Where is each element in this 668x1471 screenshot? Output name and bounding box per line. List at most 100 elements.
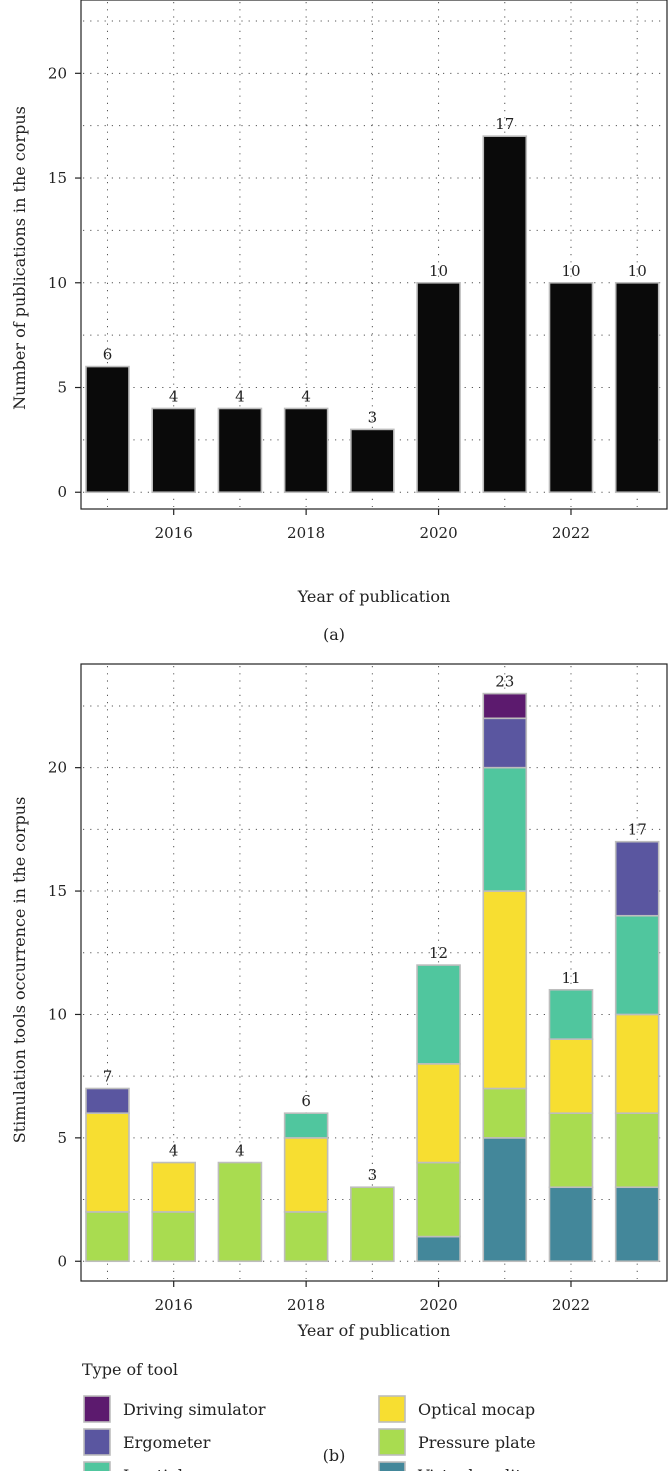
bar-total-label: 4 [235,1142,245,1160]
y-tick-label: 10 [48,274,67,292]
y-tick-label: 0 [57,483,67,501]
legend-label: Pressure plate [418,1433,536,1452]
bar-value-label: 4 [235,387,245,405]
bar-segment [548,988,594,1040]
y-tick-label: 15 [48,169,67,187]
bar-value-label: 4 [169,387,179,405]
bar [350,428,395,494]
chart-b-x-axis-label: Year of publication [297,1321,451,1340]
legend-swatch [83,1395,111,1423]
bar [151,407,197,494]
bar-total-label: 3 [368,1166,378,1184]
bar-segment [416,1235,461,1263]
bar-segment [217,1161,263,1263]
legend-swatch [378,1428,406,1456]
bar-segment [482,890,528,1090]
chart-b-y-axis-label: Stimulation tools occurrence in the corp… [10,797,29,1144]
bar-segment [482,766,528,892]
x-tick-label: 2018 [287,1296,325,1314]
bar-segment [85,1112,130,1213]
bar [548,281,594,494]
bar-total-label: 11 [561,969,580,987]
bar [85,365,130,494]
y-tick-label: 0 [57,1252,67,1270]
chart-b-frame [80,663,668,1282]
legend-swatch [378,1461,406,1471]
bar-segment [283,1137,329,1213]
x-tick-label: 2020 [419,524,457,542]
bar-total-label: 17 [628,821,647,839]
bar-total-label: 23 [495,673,514,691]
bar [614,281,660,494]
bar-segment [151,1161,197,1213]
bar-segment [548,1038,594,1114]
legend-swatch [83,1428,111,1456]
bar-segment [85,1087,130,1114]
y-tick-label: 15 [48,882,67,900]
bar-segment [151,1211,197,1263]
bar-value-label: 3 [368,408,378,426]
legend-swatch [83,1461,111,1471]
bar-segment [614,914,660,1016]
chart-b-data-labels: 7 4 4 6 3 12 23 11 17 [103,673,647,1185]
bar-segment [614,1112,660,1189]
bar-value-label: 17 [495,115,514,133]
bar-value-label: 4 [301,387,311,405]
legend-label: Ergometer [123,1433,211,1452]
chart-b-y-ticks: 0 5 10 15 20 [48,759,81,1270]
legend-label: Inertial mocap [123,1466,242,1471]
x-tick-label: 2016 [155,1296,193,1314]
chart-a-x-ticks: 2016 2018 2020 2022 [155,509,590,542]
chart-a-y-axis-label: Number of publications in the corpus [10,106,29,410]
bar-value-label: 10 [561,262,580,280]
x-tick-label: 2018 [287,524,325,542]
chart-a-panel-label: (a) [323,625,345,644]
bar-segment [482,1137,528,1263]
bar-value-label: 10 [628,262,647,280]
y-tick-label: 20 [48,759,67,777]
chart-a-frame [80,0,668,510]
bar-segment [85,1211,130,1263]
bar-value-label: 10 [429,262,448,280]
bar-segment [482,717,528,769]
bar-segment [614,1013,660,1114]
bar-segment [350,1186,395,1263]
bar [482,135,528,494]
x-tick-label: 2022 [552,1296,590,1314]
bar-segment [482,1087,528,1139]
x-tick-label: 2020 [419,1296,457,1314]
bar-segment [482,692,528,720]
y-tick-label: 5 [57,1129,67,1147]
y-tick-label: 5 [57,379,67,397]
bar-total-label: 12 [429,944,448,962]
bar [416,281,461,494]
chart-a-bars [85,135,660,494]
chart-a-data-labels: 6 4 4 4 3 10 17 10 10 [103,115,647,426]
legend-label: Virtual reality [417,1466,531,1471]
bar-segment [548,1186,594,1263]
legend-swatch [378,1395,406,1423]
bar-segment [548,1112,594,1189]
bar [217,407,263,494]
bar-segment [416,1063,461,1164]
chart-b-panel-label: (b) [323,1446,346,1465]
x-tick-label: 2016 [155,524,193,542]
x-tick-label: 2022 [552,524,590,542]
bar-segment [614,1186,660,1263]
bar-segment [283,1211,329,1263]
legend-title: Type of tool [82,1360,178,1379]
y-tick-label: 10 [48,1005,67,1023]
bar-total-label: 7 [103,1067,113,1085]
y-tick-label: 20 [48,64,67,82]
chart-b-legend: Type of tool Driving simulator Optical mo… [82,1360,536,1471]
bar-segment [416,964,461,1065]
chart-a-y-ticks: 0 5 10 15 20 [48,64,81,501]
bar-segment [416,1161,461,1238]
bar-total-label: 6 [301,1092,311,1110]
legend-label: Driving simulator [123,1400,266,1419]
chart-b-x-ticks: 2016 2018 2020 2022 [155,1281,590,1314]
legend-label: Optical mocap [418,1400,535,1419]
bar-total-label: 4 [169,1142,179,1160]
